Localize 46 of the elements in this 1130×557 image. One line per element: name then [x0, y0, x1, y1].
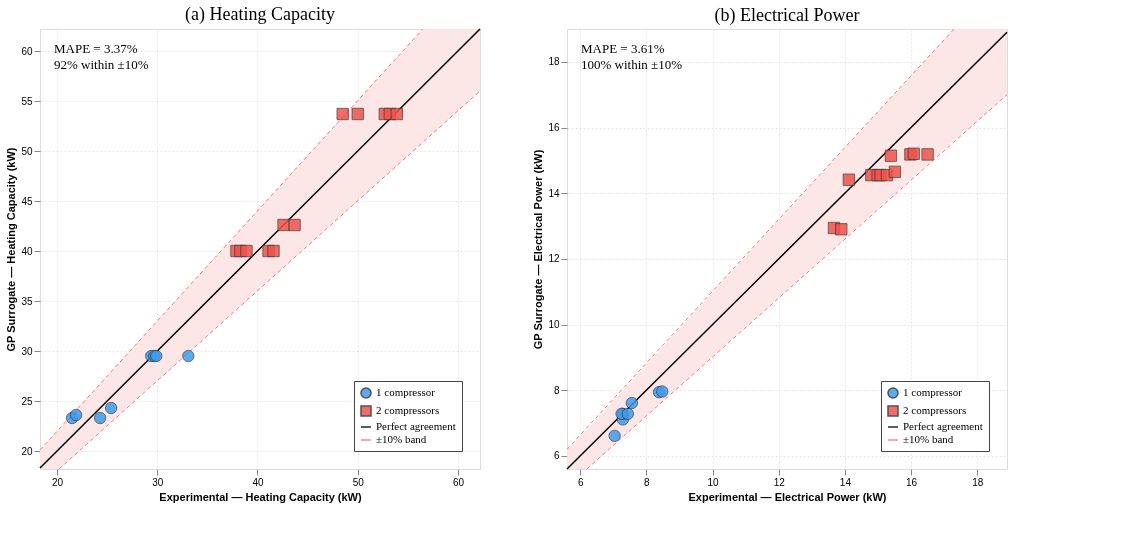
x-tick-label: 30	[152, 476, 164, 488]
y-tick-label: 16	[548, 122, 560, 134]
x-tick-label: 20	[51, 476, 64, 488]
y-tick-label: 10	[548, 319, 560, 331]
x-tick-label: 6	[577, 476, 584, 488]
y-tick-label: 18	[548, 56, 560, 68]
y-tick-label: 20	[21, 445, 33, 457]
y-tick-label: 25	[21, 395, 33, 407]
x-tick-label: 18	[972, 476, 984, 488]
x-tick-label: 14	[839, 476, 852, 488]
x-axis-title: Experimental — Heating Capacity (kW)	[159, 490, 362, 503]
legend-label: ±10% band	[903, 433, 954, 445]
annotation: 100% within ±10%	[581, 57, 683, 72]
legend-label: 2 compressors	[376, 404, 440, 416]
chart-title: (b) Electrical Power	[714, 4, 860, 26]
y-tick-label: 12	[548, 253, 560, 265]
legend-label: 1 compressor	[903, 386, 963, 398]
annotation: MAPE = 3.37%	[54, 41, 138, 56]
y-tick-label: 6	[553, 450, 560, 462]
y-tick-label: 55	[21, 95, 33, 107]
annotation: 92% within ±10%	[54, 57, 149, 72]
y-axis-title: GP Surrogate — Heating Capacity (kW)	[5, 147, 18, 352]
y-tick-label: 50	[21, 145, 33, 157]
legend-label: Perfect agreement	[376, 420, 456, 432]
annotation: MAPE = 3.61%	[581, 41, 665, 56]
y-tick-label: 60	[21, 45, 33, 57]
y-tick-label: 8	[553, 384, 560, 396]
legend-label: ±10% band	[376, 433, 427, 445]
legend-label: 2 compressors	[903, 404, 967, 416]
x-tick-label: 16	[906, 476, 918, 488]
y-tick-label: 30	[21, 345, 33, 357]
x-tick-label: 60	[452, 476, 465, 488]
y-tick-label: 14	[548, 187, 560, 199]
legend-label: Perfect agreement	[903, 420, 983, 432]
y-tick-label: 40	[21, 245, 33, 257]
legend-label: 1 compressor	[376, 386, 436, 398]
x-tick-label: 12	[773, 476, 786, 488]
y-tick-label: 45	[21, 195, 33, 207]
x-tick-label: 40	[252, 476, 264, 488]
y-axis-title: GP Surrogate — Electrical Power (kW)	[532, 149, 545, 350]
chart-title: (a) Heating Capacity	[185, 4, 335, 26]
x-tick-label: 50	[352, 476, 365, 488]
x-axis-title: Experimental — Electrical Power (kW)	[688, 490, 887, 503]
x-tick-label: 10	[707, 476, 720, 488]
y-tick-label: 35	[21, 295, 33, 307]
x-tick-label: 8	[644, 476, 651, 488]
